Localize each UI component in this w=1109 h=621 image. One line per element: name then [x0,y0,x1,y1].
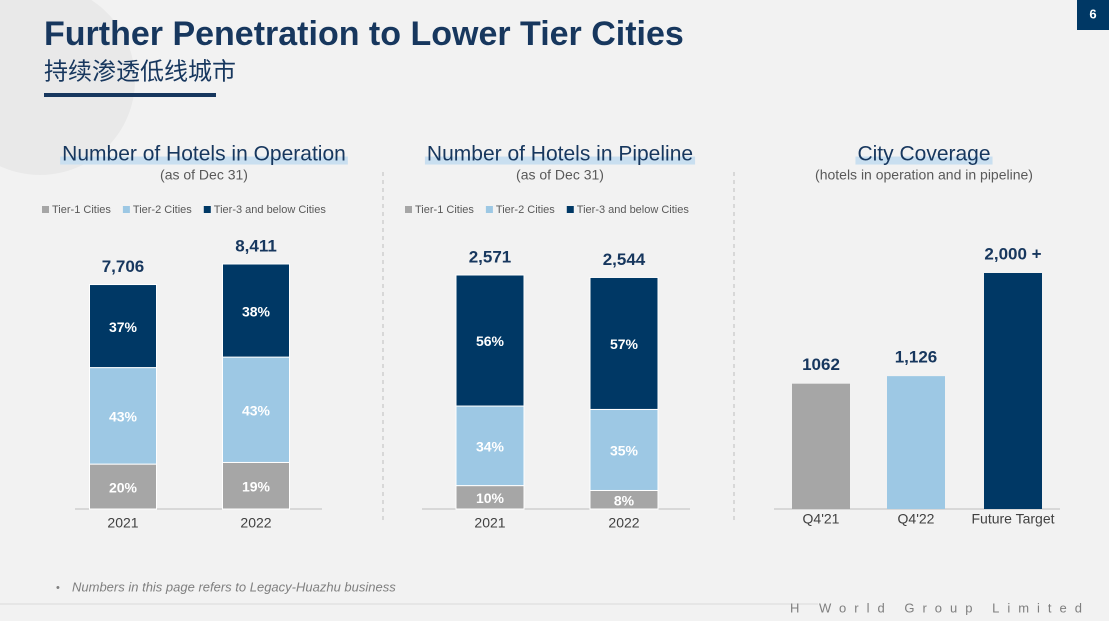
chart-subtitle: (hotels in operation and in pipeline) [815,167,1033,183]
legend-swatch [203,206,211,213]
legend-label: Tier-3 and below Cities [214,204,327,216]
bar-segment [89,284,157,369]
legend-label: Tier-1 Cities [52,204,111,216]
bar-segment [222,461,290,510]
x-tick-label: 2022 [240,515,271,531]
bar-segment [455,405,525,487]
slide-subtitle: 持续渗透低线城市 [44,58,236,85]
bar [984,273,1042,509]
bar [887,376,945,509]
legend-label: Tier-2 Cities [133,204,192,216]
bar-segment [589,408,659,491]
legend-label: Tier-2 Cities [496,204,555,216]
legend-swatch [122,206,130,213]
segment-label: 35% [610,443,639,459]
segment-label: 20% [109,479,138,495]
legend-swatch [566,206,574,213]
title-underline [44,93,216,97]
value-label: 1062 [802,355,840,374]
legend-swatch [42,206,49,213]
title-highlight [855,156,993,165]
chart-title: Number of Hotels in Operation [62,143,346,166]
bar-segment [89,463,157,510]
value-label: 2,000 + [984,244,1041,263]
title-highlight [60,156,348,165]
title-highlight [424,156,696,165]
x-tick-label: 2022 [608,515,639,531]
segment-label: 10% [476,490,505,506]
x-tick-label: Q4'21 [803,511,840,527]
legend-label: Tier-3 and below Cities [577,204,690,216]
bar-segment [589,276,659,410]
slide-title: Further Penetration to Lower Tier Cities [44,15,684,53]
x-tick-label: 2021 [474,515,505,531]
segment-label: 56% [476,333,505,349]
logo-watermark [0,0,135,175]
total-label: 8,411 [235,236,277,255]
bar [792,383,850,509]
company-name: H World Group Limited [790,600,1090,615]
bar-segment [222,263,290,358]
bar-segment [222,356,290,463]
value-label: 1,126 [895,348,938,367]
segment-label: 37% [109,319,138,335]
chart-title: City Coverage [857,143,990,166]
segment-label: 57% [610,336,639,352]
legend-swatch [485,206,493,213]
total-label: 2,544 [603,250,646,269]
chart-title: Number of Hotels in Pipeline [427,143,693,166]
page-number-box [1077,0,1109,30]
x-tick-label: Q4'22 [898,511,935,527]
bar-segment [89,367,157,465]
footnote: Numbers in this page refers to Legacy-Hu… [72,579,396,594]
segment-label: 8% [614,492,635,508]
chart-subtitle: (as of Dec 31) [160,167,248,183]
x-tick-label: 2021 [107,515,138,531]
segment-label: 43% [109,409,138,425]
segment-label: 34% [476,439,505,455]
legend-swatch [405,206,412,213]
segment-label: 38% [242,303,271,319]
x-tick-label: Future Target [971,511,1054,527]
chart-subtitle: (as of Dec 31) [516,167,604,183]
segment-label: 19% [242,478,271,494]
page-number: 6 [1089,6,1096,21]
bullet: • [56,582,60,594]
bar-segment [455,274,525,407]
total-label: 2,571 [469,247,512,266]
segment-label: 43% [242,402,271,418]
legend-label: Tier-1 Cities [415,204,474,216]
total-label: 7,706 [102,257,145,276]
